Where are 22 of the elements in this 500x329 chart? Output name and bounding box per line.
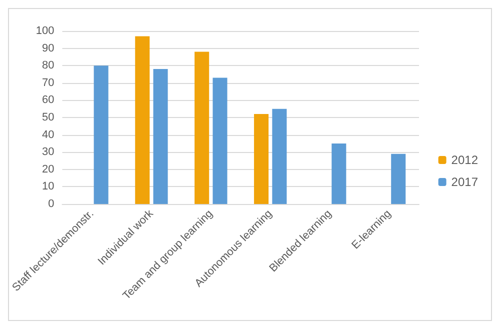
y-tick-label: 30 [42, 146, 54, 158]
y-tick-label: 80 [42, 60, 54, 72]
y-tick-label: 60 [42, 94, 54, 106]
bar [153, 69, 168, 204]
y-tick-label: 70 [42, 76, 54, 89]
bar [212, 78, 228, 204]
y-tick-label: 0 [48, 198, 54, 210]
y-tick-label: 20 [42, 163, 54, 176]
bar [272, 108, 287, 204]
bar [194, 52, 210, 204]
y-tick-label: 90 [42, 42, 54, 54]
bar [135, 36, 150, 204]
legend-label: 2017 [451, 175, 478, 189]
y-tick-label: 10 [42, 180, 54, 193]
y-tick-label: 100 [36, 25, 54, 37]
bar [254, 114, 269, 204]
bar [94, 66, 108, 204]
y-tick-label: 50 [42, 112, 54, 124]
bar [332, 143, 346, 204]
legend-label: 2012 [451, 153, 478, 167]
bar [391, 154, 406, 204]
y-tick-label: 40 [42, 128, 54, 141]
